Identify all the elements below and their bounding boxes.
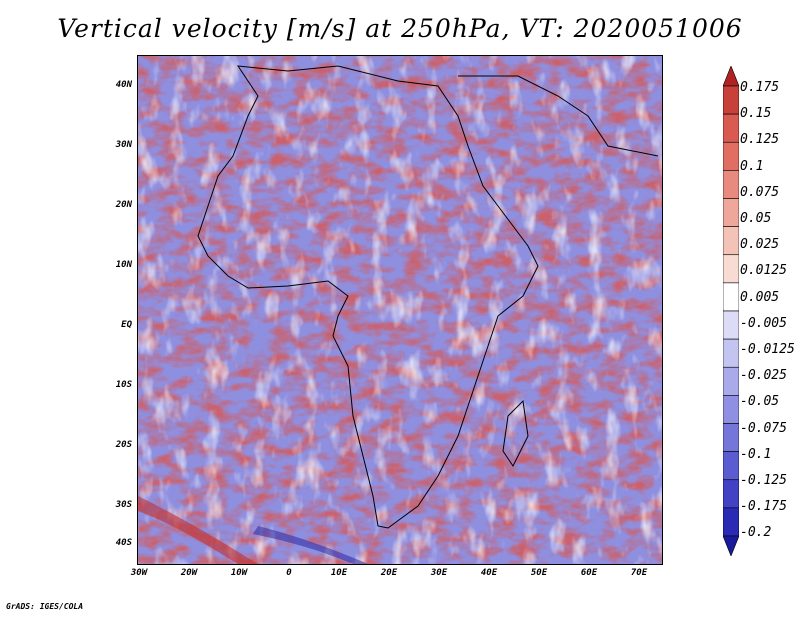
lon-label: 30W — [130, 568, 148, 578]
colorbar-swatch — [723, 451, 739, 481]
colorbar-label: -0.025 — [740, 368, 787, 384]
colorbar-label: 0.025 — [740, 237, 780, 253]
colorbar-swatch — [723, 198, 739, 227]
lon-label: 60E — [580, 568, 598, 578]
colorbar-label: 0.0125 — [740, 263, 787, 279]
colorbar-svg — [723, 66, 739, 556]
colorbar-swatch — [723, 66, 739, 87]
colorbar-label: 0.1 — [740, 158, 764, 174]
lon-label: 10W — [230, 568, 248, 578]
colorbar-swatch — [723, 141, 739, 171]
lat-label: 40S — [115, 538, 132, 548]
colorbar-label: -0.005 — [740, 315, 787, 331]
jet-streak-2 — [253, 526, 368, 564]
lon-label: 20E — [380, 568, 398, 578]
lon-label: 40E — [480, 568, 498, 578]
colorbar-label: 0.005 — [740, 289, 780, 305]
colorbar-swatch — [723, 366, 739, 396]
lon-label: 0 — [286, 568, 292, 578]
lon-label: 20W — [180, 568, 198, 578]
colorbar-label: 0.125 — [740, 132, 780, 148]
colorbar — [723, 66, 739, 556]
colorbar-label: -0.05 — [740, 394, 780, 410]
lon-label: 30E — [430, 568, 448, 578]
lat-label: EQ — [121, 320, 132, 330]
jet-streak — [138, 496, 258, 564]
colorbar-swatch — [723, 338, 739, 368]
velocity-field-map — [138, 56, 662, 564]
colorbar-label: -0.1 — [740, 446, 772, 462]
map-panel — [137, 55, 663, 565]
colorbar-swatch — [723, 113, 739, 143]
lat-label: 30S — [115, 500, 132, 510]
lat-label: 20S — [115, 440, 132, 450]
colorbar-swatch — [723, 395, 739, 424]
credit-text: GrADS: IGES/COLA — [6, 602, 84, 611]
colorbar-swatch — [723, 254, 739, 284]
colorbar-swatch — [723, 226, 739, 256]
colorbar-label: -0.075 — [740, 420, 787, 436]
colorbar-swatch — [723, 310, 739, 340]
chart-title: Vertical velocity [m/s] at 250hPa, VT: 2… — [57, 14, 743, 43]
lat-label: 10N — [115, 260, 132, 270]
lat-label: 30N — [115, 140, 132, 150]
colorbar-swatch — [723, 535, 739, 556]
lon-label: 10E — [330, 568, 348, 578]
colorbar-swatch — [723, 423, 739, 452]
lon-label: 50E — [530, 568, 548, 578]
colorbar-label: 0.175 — [740, 80, 780, 95]
colorbar-swatch — [723, 282, 739, 312]
colorbar-label: -0.0125 — [740, 342, 795, 357]
lon-label: 70E — [630, 568, 648, 578]
colorbar-label: -0.2 — [740, 525, 772, 541]
colorbar-label: 0.15 — [740, 106, 772, 122]
colorbar-label: -0.125 — [740, 473, 787, 488]
colorbar-label: -0.175 — [740, 499, 787, 515]
colorbar-label: 0.075 — [740, 184, 780, 200]
lat-label: 40N — [115, 80, 132, 90]
coastlines — [197, 65, 659, 529]
colorbar-label: 0.05 — [740, 211, 772, 226]
colorbar-swatch — [723, 170, 739, 199]
lat-label: 20N — [115, 200, 132, 210]
colorbar-swatch — [723, 479, 739, 509]
colorbar-swatch — [723, 507, 739, 537]
lat-label: 10S — [115, 380, 132, 390]
near-zero-pattern — [138, 56, 662, 564]
colorbar-swatch — [723, 85, 739, 115]
